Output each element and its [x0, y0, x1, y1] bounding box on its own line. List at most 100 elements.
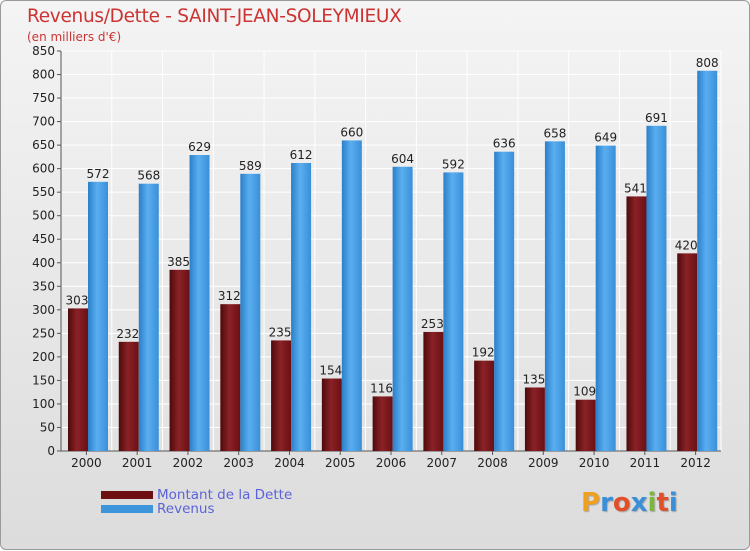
data-label-dette-2007: 253 — [421, 317, 444, 331]
data-label-revenus-2002: 629 — [188, 140, 211, 154]
bars — [68, 70, 718, 452]
chart-subtitle: (en milliers d'€) — [27, 30, 122, 44]
y-tick-label: 350 — [32, 279, 55, 293]
y-tick-label: 700 — [32, 115, 55, 129]
legend-swatch-dette — [101, 491, 153, 499]
x-tick-label: 2003 — [223, 456, 254, 470]
data-label-revenus-2007: 592 — [442, 157, 465, 171]
y-tick-label: 100 — [32, 397, 55, 411]
bar-dette-2005 — [321, 378, 342, 451]
data-label-revenus-2011: 691 — [645, 111, 668, 125]
bar-dette-2007 — [423, 331, 444, 451]
bar-revenus-2005 — [341, 140, 362, 452]
y-tick-label: 850 — [32, 44, 55, 58]
data-label-dette-2004: 235 — [269, 325, 292, 339]
legend-label-dette: Montant de la Dette — [157, 487, 293, 503]
logo-letter: x — [630, 488, 648, 518]
x-tick-label: 2009 — [528, 456, 559, 470]
data-label-revenus-2010: 649 — [594, 131, 617, 145]
data-label-revenus-2003: 589 — [239, 159, 262, 173]
bar-revenus-2010 — [595, 145, 616, 451]
bar-dette-2003 — [220, 304, 241, 451]
data-label-dette-2010: 109 — [573, 385, 596, 399]
x-tick-label: 2012 — [680, 456, 711, 470]
data-label-revenus-2000: 572 — [87, 167, 110, 181]
x-tick-label: 2008 — [477, 456, 508, 470]
x-tick-label: 2005 — [325, 456, 356, 470]
logo-letter: P — [581, 488, 601, 518]
data-label-revenus-2012: 808 — [696, 56, 719, 70]
logo-letter: i — [647, 488, 657, 518]
x-tick-label: 2007 — [426, 456, 457, 470]
data-label-revenus-2009: 658 — [543, 126, 566, 140]
data-labels: 3035722325683856293125892356121546601166… — [66, 56, 719, 399]
axes: 0 50 100 150 200 250 300 350 400 450 500 550 600 650 7… — [32, 44, 721, 470]
x-tick-label: 2001 — [122, 456, 153, 470]
data-label-revenus-2005: 660 — [340, 125, 363, 139]
data-label-dette-2003: 312 — [218, 289, 241, 303]
bar-dette-2011 — [626, 196, 647, 451]
bar-dette-2006 — [372, 396, 393, 451]
data-label-dette-2012: 420 — [675, 238, 698, 252]
data-label-dette-2008: 192 — [472, 346, 495, 360]
bar-dette-2008 — [474, 360, 495, 451]
y-tick-label: 750 — [32, 91, 55, 105]
data-label-dette-2005: 154 — [319, 364, 342, 378]
data-label-revenus-2004: 612 — [290, 148, 313, 162]
x-tick-label: 2006 — [376, 456, 407, 470]
legend-swatch-revenus — [101, 505, 153, 513]
bar-revenus-2002 — [189, 155, 210, 451]
bar-dette-2012 — [677, 253, 698, 451]
y-tick-label: 650 — [32, 138, 55, 152]
logo-letter: i — [668, 488, 678, 518]
bar-revenus-2006 — [392, 166, 413, 451]
y-tick-label: 450 — [32, 232, 55, 246]
data-label-dette-2001: 232 — [116, 327, 139, 341]
bar-dette-2009 — [524, 387, 545, 451]
bar-revenus-2009 — [544, 141, 565, 451]
data-label-revenus-2001: 568 — [137, 169, 160, 183]
y-tick-label: 300 — [32, 303, 55, 317]
bar-revenus-2008 — [494, 151, 515, 452]
y-tick-label: 0 — [47, 444, 55, 458]
bar-revenus-2011 — [646, 125, 667, 451]
y-tick-label: 550 — [32, 185, 55, 199]
chart-title: Revenus/Dette - SAINT-JEAN-SOLEYMIEUX — [27, 6, 402, 27]
bar-revenus-2003 — [240, 173, 261, 451]
x-tick-label: 2004 — [274, 456, 305, 470]
y-tick-label: 800 — [32, 68, 55, 82]
data-label-dette-2002: 385 — [167, 255, 190, 269]
data-label-dette-2009: 135 — [522, 372, 545, 386]
bar-revenus-2007 — [443, 172, 464, 452]
y-tick-label: 400 — [32, 256, 55, 270]
x-tick-label: 2011 — [630, 456, 661, 470]
data-label-dette-2011: 541 — [624, 181, 647, 195]
bar-revenus-2004 — [291, 163, 312, 451]
data-label-dette-2006: 116 — [370, 381, 393, 395]
data-label-revenus-2008: 636 — [493, 137, 516, 151]
x-tick-label: 2010 — [579, 456, 610, 470]
x-tick-label: 2000 — [71, 456, 102, 470]
y-tick-label: 200 — [32, 350, 55, 364]
y-tick-label: 50 — [40, 420, 55, 434]
bar-dette-2010 — [575, 399, 596, 451]
logo-letter: t — [656, 488, 669, 518]
logo-letter: r — [600, 488, 613, 518]
data-label-dette-2000: 303 — [66, 293, 89, 307]
proxiti-logo: Proxiti — [581, 488, 678, 518]
y-tick-label: 250 — [32, 326, 55, 340]
bar-dette-2000 — [68, 308, 88, 451]
bar-dette-2001 — [118, 341, 139, 451]
y-tick-label: 600 — [32, 162, 55, 176]
x-tick-label: 2002 — [173, 456, 204, 470]
bar-dette-2002 — [169, 269, 190, 451]
data-label-revenus-2006: 604 — [391, 152, 414, 166]
y-tick-label: 500 — [32, 209, 55, 223]
bar-revenus-2012 — [697, 70, 718, 451]
bar-revenus-2000 — [88, 181, 108, 451]
legend-label-revenus: Revenus — [157, 501, 215, 517]
bar-revenus-2001 — [138, 183, 159, 452]
y-tick-label: 150 — [32, 373, 55, 387]
